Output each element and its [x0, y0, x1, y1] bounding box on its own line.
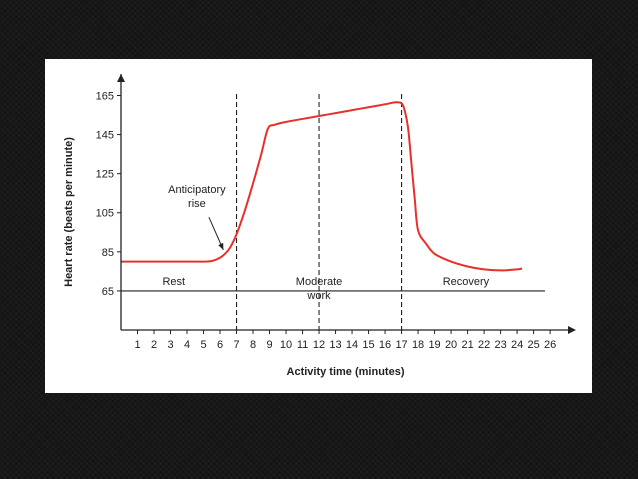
slide-panel: 65 85 105 125 145 165 1 2 3 4 5 6 7 8 9 10 11 12 13 14 15 16…: [45, 59, 592, 393]
annotation-label: rise: [188, 198, 206, 210]
annotation-arrowhead-icon: [218, 242, 224, 250]
x-tick-label: 7: [233, 339, 239, 351]
x-tick-label: 8: [250, 339, 256, 351]
y-tick-label: 165: [96, 90, 114, 102]
region-label-rest: Rest: [162, 276, 185, 288]
x-tick-label: 4: [184, 339, 190, 351]
x-tick-label: 22: [478, 339, 490, 351]
x-tick-label: 26: [544, 339, 556, 351]
x-tick-label: 3: [167, 339, 173, 351]
x-tick-label: 21: [461, 339, 473, 351]
x-tick-label: 2: [151, 339, 157, 351]
x-tick-label: 15: [362, 339, 374, 351]
heart-rate-series-line: [121, 101, 523, 272]
x-tick-label: 13: [329, 339, 341, 351]
x-tick-label: 19: [428, 339, 440, 351]
x-tick-label: 5: [200, 339, 206, 351]
x-tick-label: 16: [379, 339, 391, 351]
x-tick-label: 6: [217, 339, 223, 351]
y-axis-label: Heart rate (beats per minute): [63, 137, 75, 287]
region-label-moderate-work: work: [306, 290, 331, 302]
x-tick-label: 14: [346, 339, 358, 351]
x-tick-label: 10: [280, 339, 292, 351]
annotation-label: Anticipatory: [168, 184, 226, 196]
x-tick-label: 12: [313, 339, 325, 351]
x-axis-arrow-icon: [568, 326, 576, 334]
region-label-moderate-work: Moderate: [296, 276, 342, 288]
x-tick-label: 17: [395, 339, 407, 351]
x-tick-label: 11: [297, 339, 308, 351]
x-axis-label: Activity time (minutes): [287, 366, 405, 378]
x-tick-label: 18: [412, 339, 424, 351]
x-tick-label: 25: [527, 339, 539, 351]
x-tick-label: 23: [494, 339, 506, 351]
y-tick-label: 125: [96, 169, 114, 181]
region-label-recovery: Recovery: [443, 276, 490, 288]
y-tick-label: 85: [102, 247, 114, 259]
x-tick-label: 20: [445, 339, 457, 351]
y-tick-label: 145: [96, 130, 114, 142]
x-tick-label: 24: [511, 339, 523, 351]
x-tick-label: 1: [134, 339, 140, 351]
y-tick-label: 65: [102, 286, 114, 298]
y-axis-arrow-icon: [117, 74, 125, 82]
x-tick-label: 9: [266, 339, 272, 351]
y-tick-label: 105: [96, 208, 114, 220]
